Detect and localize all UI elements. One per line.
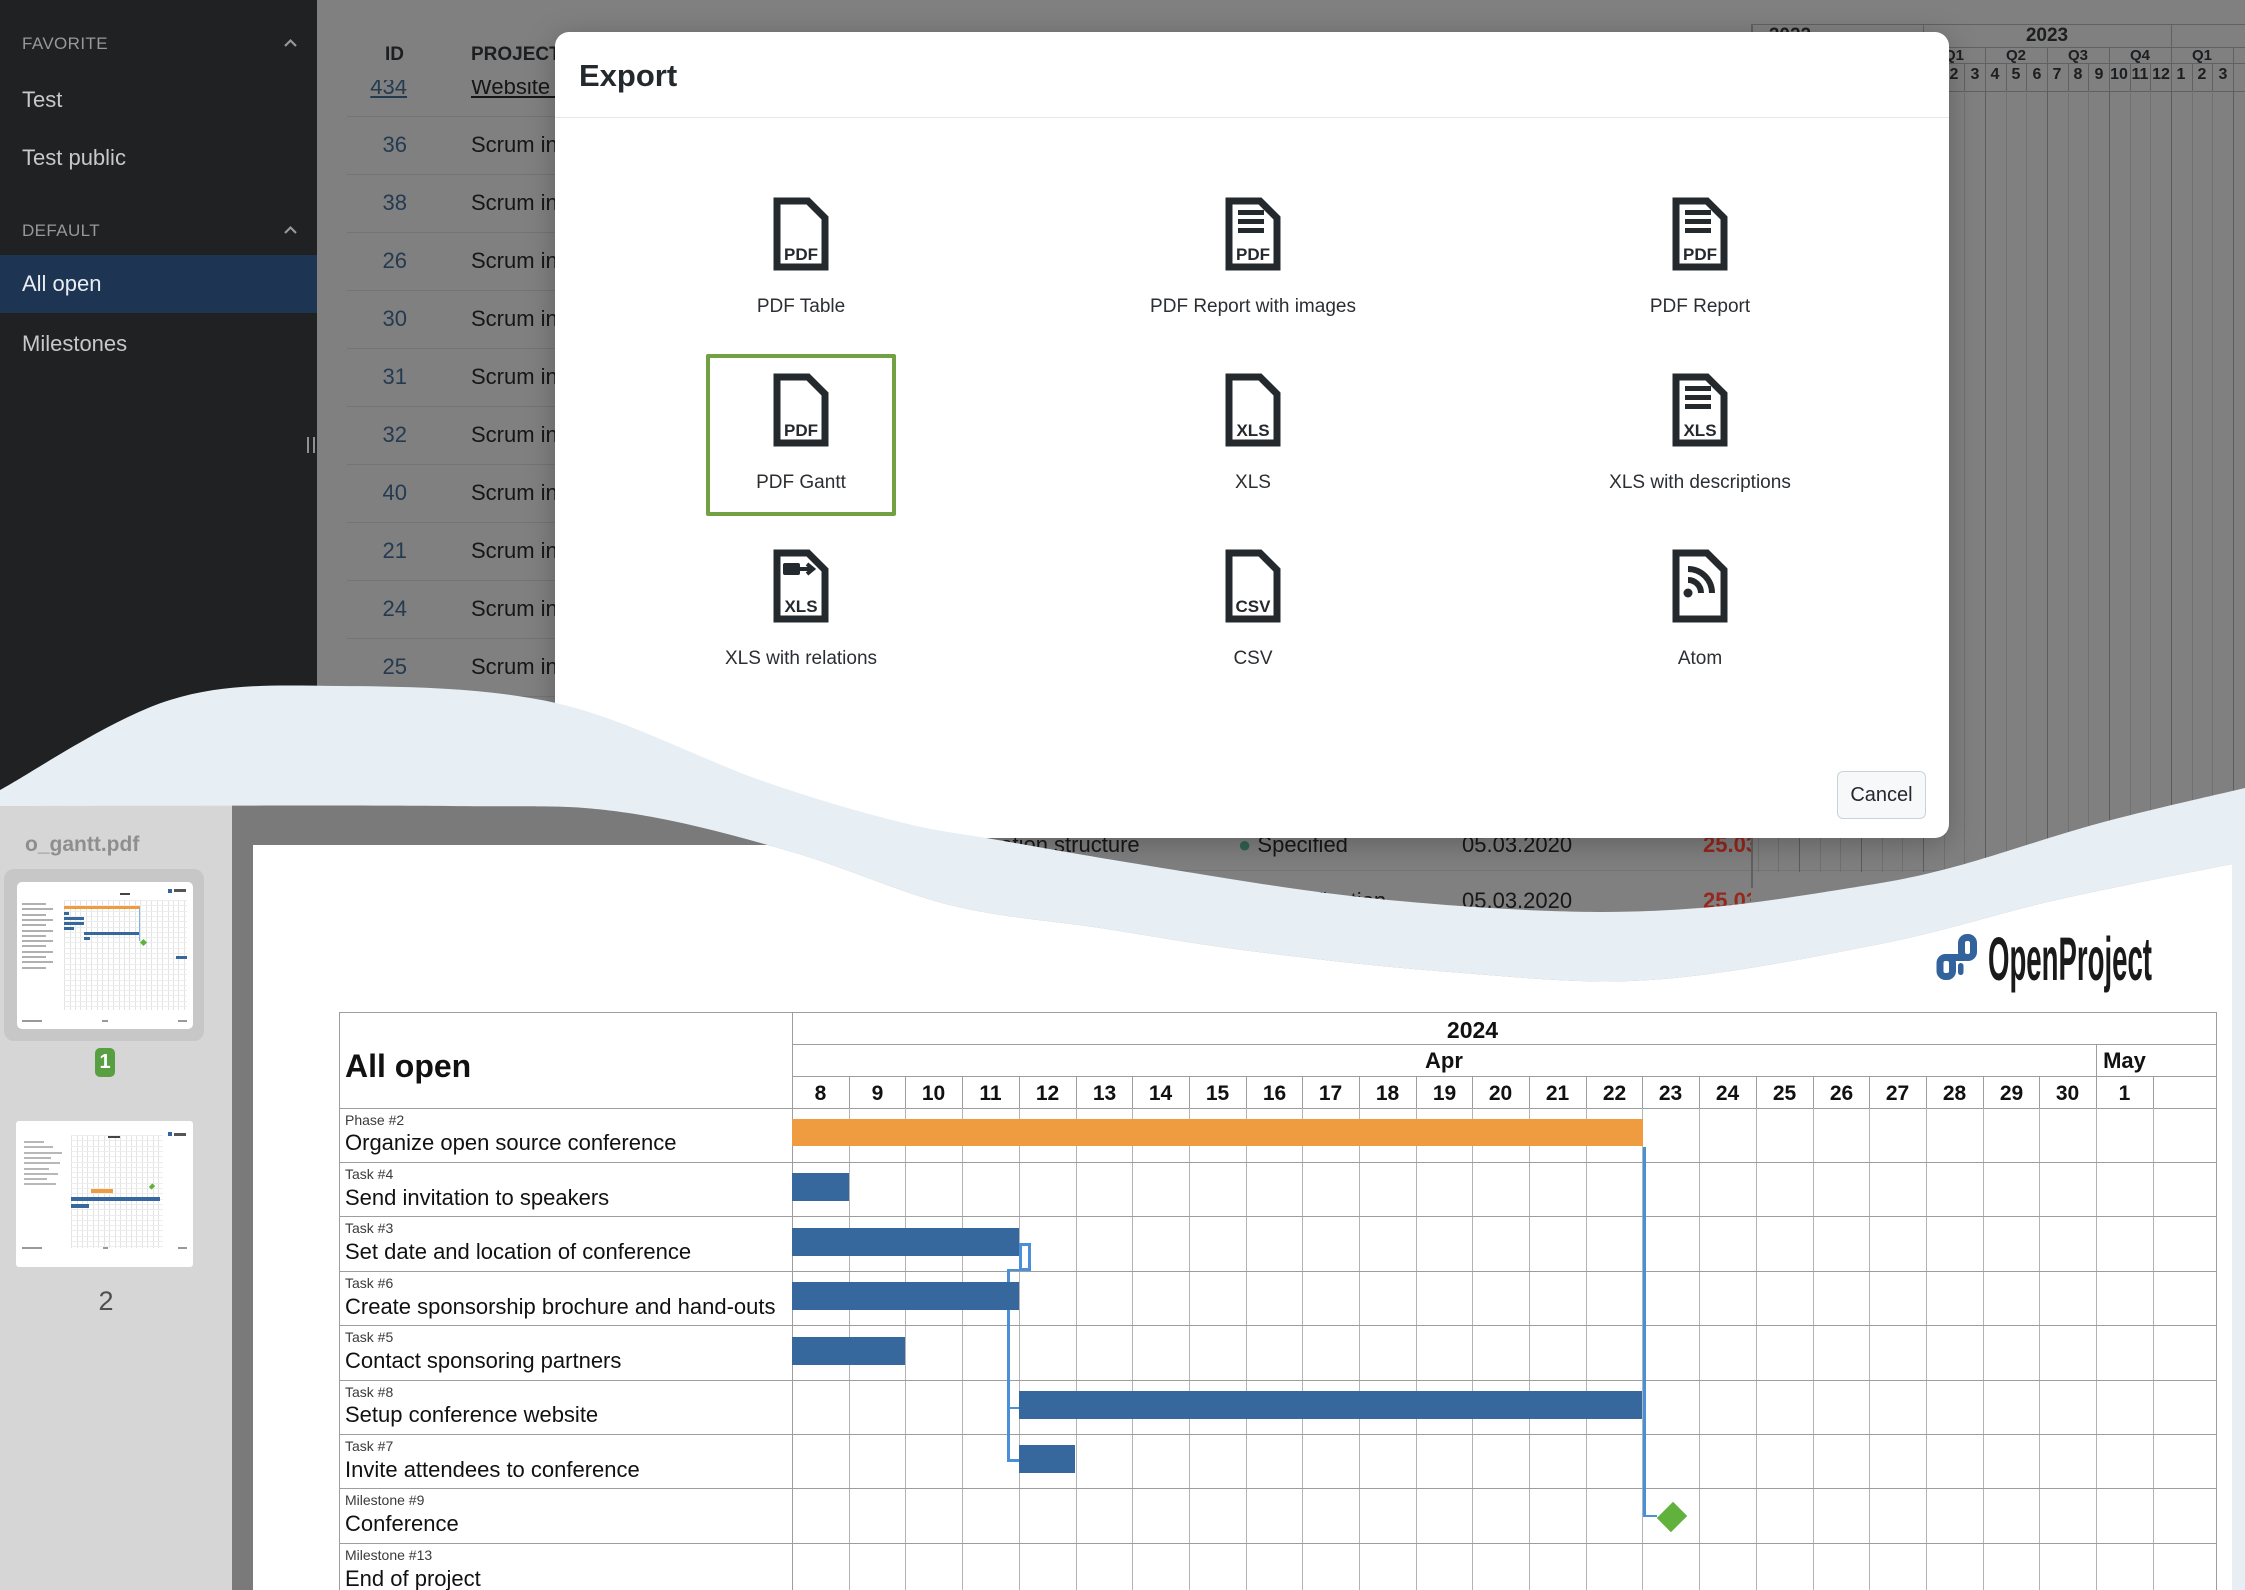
svg-text:PDF: PDF [1236, 245, 1270, 264]
svg-text:XLS: XLS [1683, 421, 1716, 440]
svg-text:CSV: CSV [1236, 597, 1272, 616]
svg-text:XLS: XLS [784, 597, 817, 616]
svg-text:PDF: PDF [1683, 245, 1717, 264]
svg-text:XLS: XLS [1236, 421, 1269, 440]
svg-text:PDF: PDF [784, 421, 818, 440]
svg-text:PDF: PDF [784, 245, 818, 264]
svg-text:OpenProject: OpenProject [1988, 933, 2152, 993]
